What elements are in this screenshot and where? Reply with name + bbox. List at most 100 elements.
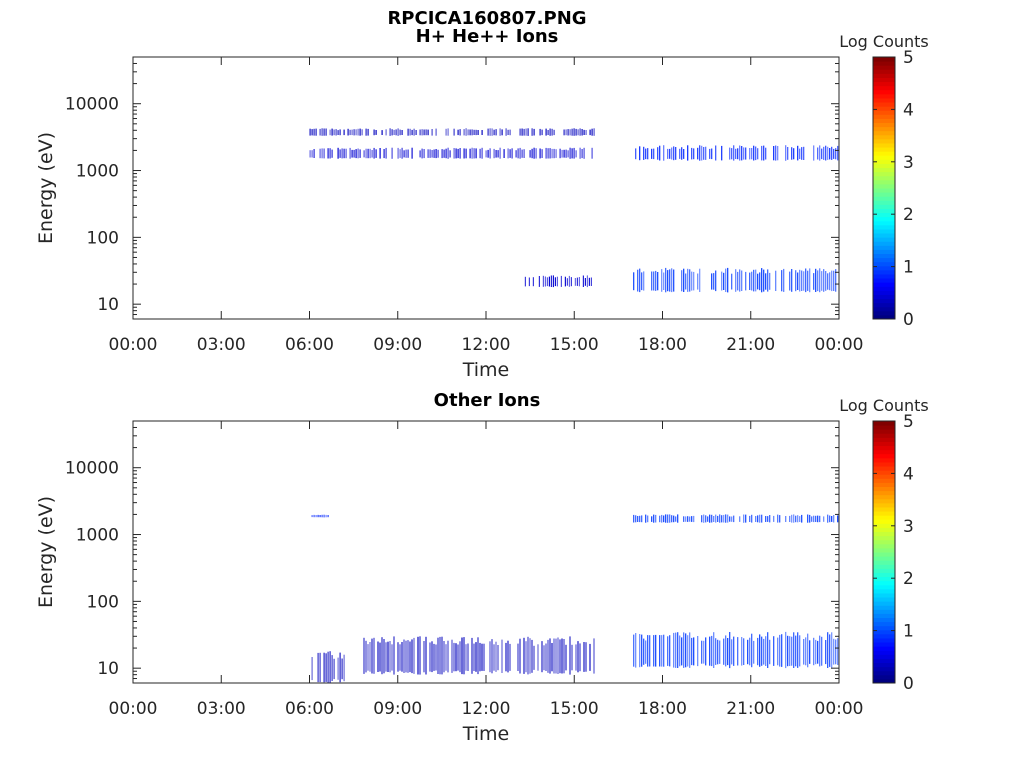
data-stripe <box>743 638 745 665</box>
data-stripe <box>479 642 481 672</box>
colorbar-swatch <box>873 61 895 66</box>
data-stripe <box>509 149 511 158</box>
data-stripe <box>817 270 819 292</box>
data-stripe <box>399 129 401 136</box>
data-stripe <box>345 148 347 159</box>
data-stripe <box>311 129 313 136</box>
data-stripe <box>423 129 425 136</box>
colorbar-swatch <box>873 572 895 578</box>
data-stripe <box>373 129 375 136</box>
data-stripe <box>827 273 829 290</box>
data-stripe <box>323 514 325 518</box>
x-tick-label: 12:00 <box>462 699 511 719</box>
data-stripe <box>687 516 689 522</box>
data-stripe <box>689 269 691 292</box>
data-stripe <box>815 268 817 292</box>
data-stripe <box>584 278 586 286</box>
data-stripe <box>367 644 369 671</box>
data-stripe <box>733 636 735 666</box>
colorbar: Log Counts 0 1 2 3 4 5 <box>839 32 929 330</box>
data-stripe <box>493 129 495 136</box>
y-tick-label: 1000 <box>76 162 119 182</box>
data-stripe <box>737 637 739 666</box>
data-stripe <box>807 633 809 668</box>
data-stripe <box>665 514 667 523</box>
data-stripe <box>743 514 745 523</box>
colorbar-swatch <box>873 69 895 74</box>
data-stripe <box>550 275 552 287</box>
data-stripe <box>321 128 323 136</box>
colorbar-swatch <box>873 613 895 618</box>
data-stripe <box>441 149 443 159</box>
data-stripe <box>539 148 541 159</box>
data-stripe <box>409 128 411 136</box>
data-stripe <box>665 267 667 293</box>
data-stripe <box>477 637 479 675</box>
data-stripe <box>373 637 375 674</box>
data-stripe <box>699 145 701 161</box>
data-stripe <box>465 148 467 159</box>
data-stripe <box>711 148 713 160</box>
data-stripe <box>495 129 497 136</box>
data-stripe <box>641 634 643 667</box>
colorbar-swatch <box>873 678 895 684</box>
data-stripe <box>553 129 555 136</box>
data-stripe <box>339 149 341 158</box>
data-stripe <box>639 634 641 668</box>
data-stripe <box>547 130 549 135</box>
data-stripe <box>755 269 757 292</box>
data-stripe <box>419 129 421 136</box>
colorbar-swatch <box>873 57 895 62</box>
data-stripe <box>669 269 671 292</box>
data-stripe <box>669 148 671 159</box>
data-stripe <box>781 270 783 292</box>
data-stripe <box>457 148 459 159</box>
data-stripe <box>315 515 317 518</box>
data-stripe <box>711 273 713 290</box>
data-stripe <box>583 642 585 672</box>
data-stripe <box>533 128 535 136</box>
data-stripe <box>817 515 819 523</box>
colorbar-swatch <box>873 421 895 426</box>
colorbar-swatch <box>873 77 895 83</box>
data-stripe <box>419 150 421 158</box>
data-stripe <box>769 515 771 523</box>
data-stripe <box>523 128 525 136</box>
colorbar-swatch <box>873 159 895 164</box>
colorbar-swatch <box>873 445 895 451</box>
data-stripe <box>569 129 571 136</box>
data-stripe <box>523 637 525 674</box>
data-stripe <box>677 514 679 523</box>
x-tick-label: 00:00 <box>109 699 158 719</box>
data-stripe <box>429 642 431 672</box>
colorbar-swatch <box>873 478 895 483</box>
colorbar-swatch <box>873 662 895 668</box>
data-stripe <box>793 148 795 160</box>
data-stripe <box>475 129 477 136</box>
data-stripe <box>741 270 743 291</box>
data-stripe <box>593 638 595 674</box>
data-stripe <box>571 148 573 159</box>
colorbar-swatch <box>873 241 895 246</box>
data-stripe <box>727 514 729 523</box>
data-stripe <box>459 641 461 673</box>
data-stripe <box>313 149 315 158</box>
data-stripe <box>459 148 461 159</box>
data-stripe <box>331 128 333 136</box>
data-stripe <box>683 632 685 668</box>
data-stripe <box>451 639 453 673</box>
data-stripe <box>591 147 593 159</box>
data-stripe <box>399 644 401 671</box>
data-stripe <box>641 515 643 523</box>
data-stripe <box>353 149 355 158</box>
data-stripe <box>467 643 469 671</box>
data-stripe <box>655 514 657 523</box>
data-stripe <box>588 277 590 286</box>
data-stripe <box>419 636 421 675</box>
data-stripe <box>343 129 345 136</box>
data-stripe <box>517 643 519 671</box>
data-stripe <box>471 637 473 674</box>
data-region <box>309 128 595 136</box>
data-stripe <box>309 150 311 158</box>
colorbar-swatch <box>873 547 895 553</box>
